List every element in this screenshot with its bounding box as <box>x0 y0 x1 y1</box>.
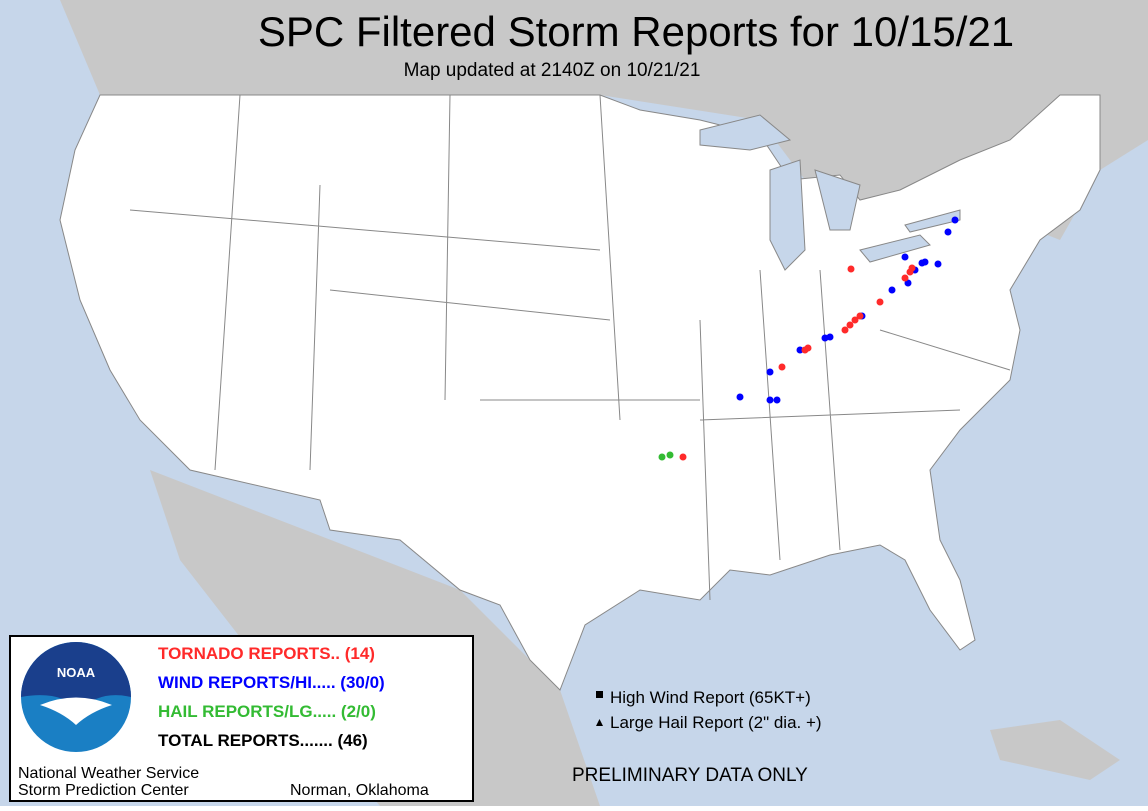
title: SPC Filtered Storm Reports for 10/15/21 <box>258 8 1014 55</box>
report-dot <box>766 396 774 404</box>
key-text: High Wind Report (65KT+) <box>610 688 811 707</box>
key-text: Large Hail Report (2" dia. +) <box>610 713 822 732</box>
cuba <box>990 720 1120 780</box>
report-dot <box>826 333 834 341</box>
canada <box>0 0 1148 240</box>
footer-text: Norman, Oklahoma <box>290 782 429 799</box>
report-dot <box>921 258 929 266</box>
report-dot <box>841 326 849 334</box>
report-dot <box>944 228 952 236</box>
report-dot <box>736 393 744 401</box>
wind-key-marker <box>596 691 603 698</box>
report-dot <box>804 344 812 352</box>
united-states <box>59 94 1101 691</box>
report-dot <box>888 286 896 294</box>
report-dot <box>876 298 884 306</box>
report-dot <box>778 363 786 371</box>
footer-text: National Weather Service <box>18 765 199 782</box>
hail-key-marker <box>596 719 603 726</box>
report-dot <box>934 260 942 268</box>
report-dot <box>951 216 959 224</box>
legend-row: TORNADO REPORTS.. (14) <box>158 644 375 663</box>
report-dot <box>901 253 909 261</box>
report-dot <box>847 265 855 273</box>
report-dot <box>846 321 854 329</box>
report-dot <box>658 453 666 461</box>
great-lakes <box>699 114 961 271</box>
legend-row: WIND REPORTS/HI..... (30/0) <box>158 673 385 692</box>
report-dot <box>766 368 774 376</box>
report-dot <box>851 316 859 324</box>
legend-row: HAIL REPORTS/LG..... (2/0) <box>158 702 376 721</box>
footer-text: Storm Prediction Center <box>18 782 189 799</box>
state-borders <box>129 94 1011 601</box>
noaa-logo-top <box>21 642 131 710</box>
noaa-logo-bird <box>40 697 112 725</box>
report-dot <box>901 274 909 282</box>
notice: PRELIMINARY DATA ONLY <box>572 765 808 786</box>
report-dot <box>856 312 864 320</box>
subtitle: Map updated at 2140Z on 10/21/21 <box>404 60 701 81</box>
report-dot <box>679 453 687 461</box>
report-dot <box>773 396 781 404</box>
legend-row: TOTAL REPORTS....... (46) <box>158 731 368 750</box>
report-dot <box>796 346 804 354</box>
report-dots <box>658 216 959 461</box>
report-dot <box>908 264 916 272</box>
report-dot <box>666 451 674 459</box>
noaa-logo-text: NOAA <box>57 665 96 680</box>
